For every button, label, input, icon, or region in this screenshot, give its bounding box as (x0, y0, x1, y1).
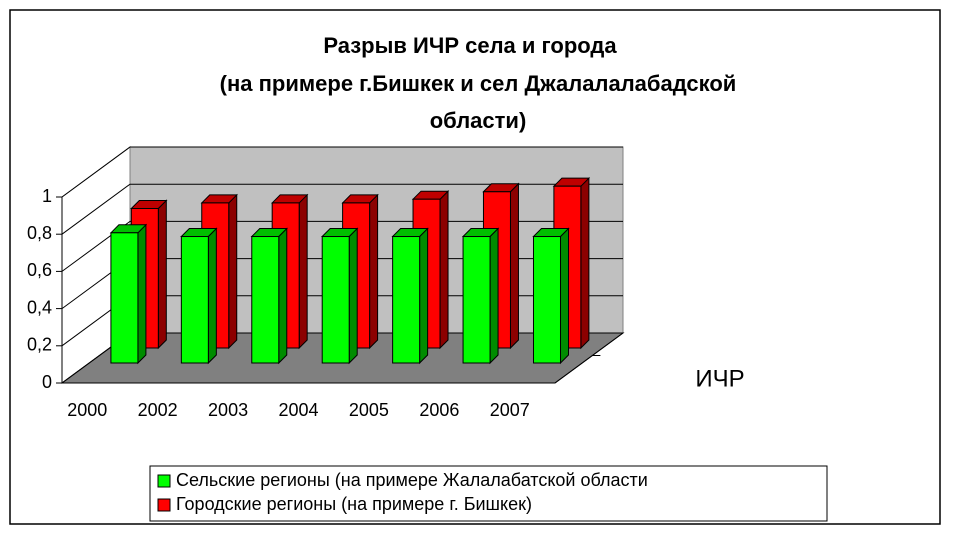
bar-front (321, 236, 350, 364)
bar-side (228, 193, 238, 350)
bar-front (462, 236, 491, 364)
bar (250, 227, 288, 365)
bar (320, 227, 359, 365)
bar-side (439, 189, 449, 350)
y-tick-label: 0,4 (27, 297, 52, 317)
x-tick-label: 2004 (278, 400, 318, 420)
y-tick-label: 0,8 (27, 223, 52, 243)
x-tick-label: 2007 (490, 400, 530, 420)
bar-side (580, 176, 590, 350)
bar (532, 227, 570, 365)
bar (391, 227, 429, 365)
bar-side (298, 193, 308, 350)
bar-side (157, 199, 167, 350)
bar-front (392, 236, 421, 364)
bar-front (110, 232, 139, 364)
chart-title: (на примере г.Бишкек и сел Джалалалабадс… (220, 71, 737, 96)
bar-side (369, 193, 379, 350)
legend-box (149, 465, 828, 522)
bar-side (509, 182, 519, 350)
bar-side (559, 227, 569, 365)
bar-side (207, 227, 217, 365)
legend-swatch (157, 474, 171, 488)
chart-title: области) (430, 108, 527, 133)
bar-side (137, 223, 147, 365)
bar-side (348, 227, 358, 365)
grid-line (61, 146, 623, 198)
bar-side (419, 227, 429, 365)
legend-swatch (157, 498, 171, 512)
grid-line (61, 220, 623, 272)
bar-front (180, 236, 209, 364)
bar (109, 223, 148, 365)
legend-label: Городские регионы (на примере г. Бишкек) (176, 494, 532, 514)
chart-title: Разрыв ИЧР села и города (323, 33, 617, 58)
y-tick-label: 0,6 (27, 260, 52, 280)
bar (461, 227, 500, 365)
bar (180, 227, 218, 365)
x-tick-label: 2000 (67, 400, 107, 420)
y-tick-label: 0,2 (27, 335, 52, 355)
depth-axis (554, 332, 624, 384)
bar-side (489, 227, 499, 365)
x-tick-label: 2003 (208, 400, 248, 420)
legend-label: Сельские регионы (на примере Жалалабатск… (176, 470, 648, 490)
x-tick-label: 2002 (138, 400, 178, 420)
grid-line (61, 183, 623, 235)
depth-axis-label: ИЧР (695, 365, 744, 392)
y-tick-label: 1 (42, 186, 52, 206)
bar-front (532, 236, 561, 364)
bar-side (278, 227, 288, 365)
y-tick-label: 0 (42, 372, 52, 392)
bar-front (251, 236, 280, 364)
x-tick-label: 2005 (349, 400, 389, 420)
x-tick-label: 2006 (419, 400, 459, 420)
